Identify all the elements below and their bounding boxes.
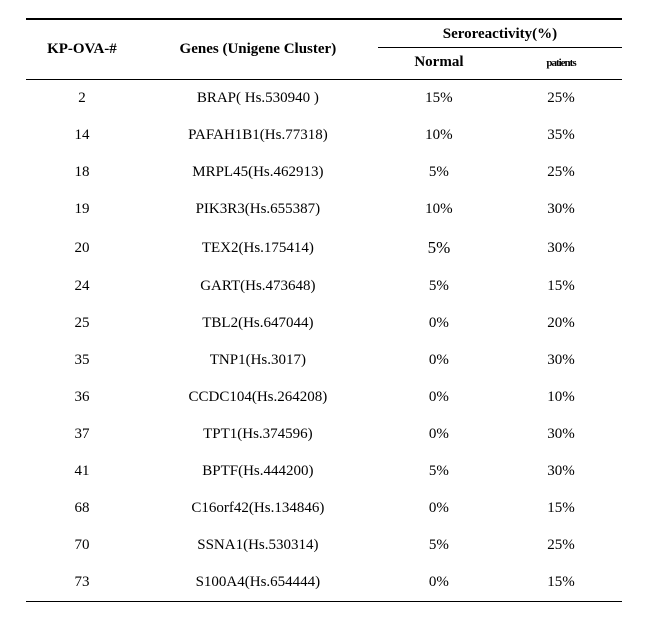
table-row: 35TNP1(Hs.3017)0%30% xyxy=(26,342,622,379)
cell-patients: 30% xyxy=(500,191,622,228)
cell-patients: 30% xyxy=(500,228,622,268)
header-normal: Normal xyxy=(378,48,500,80)
cell-kp-ova: 18 xyxy=(26,154,138,191)
cell-kp-ova: 73 xyxy=(26,564,138,602)
header-seroreactivity-group: Seroreactivity(%) xyxy=(378,19,622,48)
table-row: 37TPT1(Hs.374596)0%30% xyxy=(26,416,622,453)
table-row: 25TBL2(Hs.647044)0%20% xyxy=(26,305,622,342)
cell-patients: 30% xyxy=(500,342,622,379)
cell-patients: 30% xyxy=(500,453,622,490)
cell-normal: 10% xyxy=(378,191,500,228)
cell-patients: 35% xyxy=(500,117,622,154)
table-row: 68C16orf42(Hs.134846)0%15% xyxy=(26,490,622,527)
cell-gene: BPTF(Hs.444200) xyxy=(138,453,378,490)
cell-patients: 15% xyxy=(500,490,622,527)
header-genes: Genes (Unigene Cluster) xyxy=(138,19,378,80)
cell-patients: 25% xyxy=(500,154,622,191)
cell-gene: PAFAH1B1(Hs.77318) xyxy=(138,117,378,154)
cell-normal: 0% xyxy=(378,305,500,342)
cell-patients: 20% xyxy=(500,305,622,342)
cell-gene: C16orf42(Hs.134846) xyxy=(138,490,378,527)
table-row: 36CCDC104(Hs.264208)0%10% xyxy=(26,379,622,416)
table-head: KP-OVA-# Genes (Unigene Cluster) Serorea… xyxy=(26,19,622,80)
cell-kp-ova: 37 xyxy=(26,416,138,453)
cell-kp-ova: 14 xyxy=(26,117,138,154)
cell-patients: 15% xyxy=(500,564,622,602)
cell-gene: TNP1(Hs.3017) xyxy=(138,342,378,379)
cell-normal: 0% xyxy=(378,379,500,416)
table-row: 19PIK3R3(Hs.655387)10%30% xyxy=(26,191,622,228)
header-patients: patients xyxy=(500,48,622,80)
cell-normal: 5% xyxy=(378,527,500,564)
table-row: 24GART(Hs.473648)5%15% xyxy=(26,268,622,305)
cell-gene: S100A4(Hs.654444) xyxy=(138,564,378,602)
cell-kp-ova: 24 xyxy=(26,268,138,305)
cell-patients: 25% xyxy=(500,80,622,118)
table-row: 41BPTF(Hs.444200)5%30% xyxy=(26,453,622,490)
cell-patients: 25% xyxy=(500,527,622,564)
cell-patients: 30% xyxy=(500,416,622,453)
cell-kp-ova: 36 xyxy=(26,379,138,416)
cell-kp-ova: 70 xyxy=(26,527,138,564)
cell-normal: 0% xyxy=(378,564,500,602)
table-row: 20TEX2(Hs.175414)5%30% xyxy=(26,228,622,268)
table-row: 14PAFAH1B1(Hs.77318)10%35% xyxy=(26,117,622,154)
table-body: 2BRAP( Hs.530940 )15%25%14PAFAH1B1(Hs.77… xyxy=(26,80,622,602)
cell-normal: 0% xyxy=(378,342,500,379)
cell-patients: 15% xyxy=(500,268,622,305)
table-container: KP-OVA-# Genes (Unigene Cluster) Serorea… xyxy=(0,0,648,612)
header-kp-ova: KP-OVA-# xyxy=(26,19,138,80)
cell-kp-ova: 68 xyxy=(26,490,138,527)
cell-gene: GART(Hs.473648) xyxy=(138,268,378,305)
cell-gene: MRPL45(Hs.462913) xyxy=(138,154,378,191)
cell-gene: TEX2(Hs.175414) xyxy=(138,228,378,268)
cell-gene: TBL2(Hs.647044) xyxy=(138,305,378,342)
cell-kp-ova: 19 xyxy=(26,191,138,228)
cell-gene: BRAP( Hs.530940 ) xyxy=(138,80,378,118)
cell-kp-ova: 25 xyxy=(26,305,138,342)
cell-gene: TPT1(Hs.374596) xyxy=(138,416,378,453)
cell-gene: CCDC104(Hs.264208) xyxy=(138,379,378,416)
cell-kp-ova: 35 xyxy=(26,342,138,379)
table-row: 70SSNA1(Hs.530314)5%25% xyxy=(26,527,622,564)
cell-normal: 10% xyxy=(378,117,500,154)
cell-kp-ova: 41 xyxy=(26,453,138,490)
cell-kp-ova: 2 xyxy=(26,80,138,118)
cell-patients: 10% xyxy=(500,379,622,416)
cell-normal: 5% xyxy=(378,453,500,490)
cell-normal: 5% xyxy=(378,268,500,305)
cell-gene: SSNA1(Hs.530314) xyxy=(138,527,378,564)
seroreactivity-table: KP-OVA-# Genes (Unigene Cluster) Serorea… xyxy=(26,18,622,602)
table-row: 73S100A4(Hs.654444)0%15% xyxy=(26,564,622,602)
table-row: 2BRAP( Hs.530940 )15%25% xyxy=(26,80,622,118)
cell-kp-ova: 20 xyxy=(26,228,138,268)
cell-normal: 0% xyxy=(378,490,500,527)
cell-normal: 15% xyxy=(378,80,500,118)
cell-normal: 5% xyxy=(378,228,500,268)
table-row: 18MRPL45(Hs.462913)5%25% xyxy=(26,154,622,191)
cell-normal: 0% xyxy=(378,416,500,453)
cell-normal: 5% xyxy=(378,154,500,191)
cell-gene: PIK3R3(Hs.655387) xyxy=(138,191,378,228)
